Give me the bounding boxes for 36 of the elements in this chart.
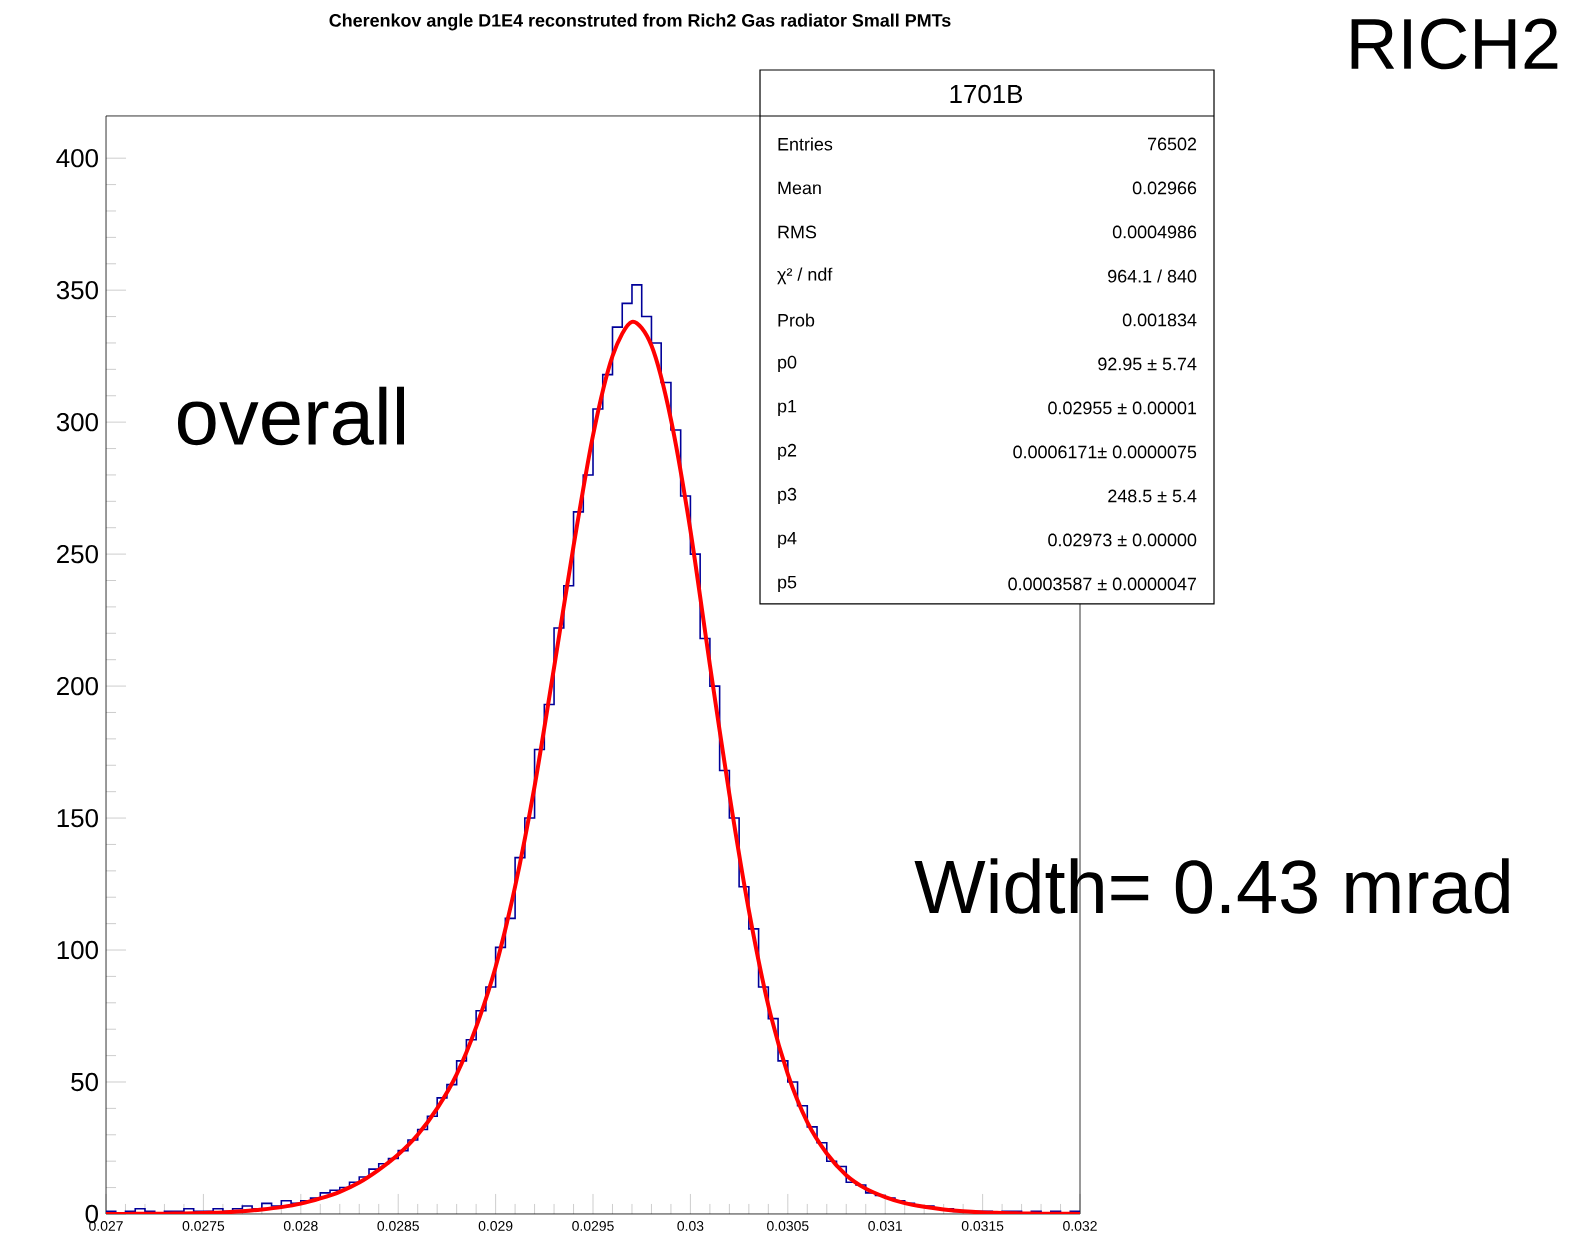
annotation: p0	[778, 355, 797, 373]
text: RICH2	[1351, 18, 1558, 70]
annotation: RMS	[778, 225, 817, 239]
text: 0.0004986	[1112, 225, 1197, 239]
annotation: 0.02955 ± 0.00001	[1048, 401, 1197, 415]
annotation: Width= 0.43 mrad	[914, 858, 1509, 914]
annotation: Prob	[778, 313, 815, 327]
y-tick-label: 350	[56, 280, 98, 300]
annotation: overall	[177, 386, 405, 446]
annotation: Mean	[778, 181, 821, 195]
y-tick-label: 300	[56, 412, 98, 432]
annotation: p4	[778, 531, 797, 548]
annotation: 0.02973 ± 0.00000	[1048, 533, 1197, 547]
annotation: p1	[778, 399, 797, 416]
annotation: 0.0006171± 0.0000075	[1013, 445, 1197, 459]
chart-title: Cherenkov angle D1E4 reconstruted from Rich2 Gas radiator Small PMTs	[329, 13, 951, 31]
annotation: p3	[778, 487, 797, 505]
annotation: 0.0003587 ± 0.0000047	[1008, 577, 1197, 591]
annotation: Entries	[778, 137, 833, 151]
text: 0.02966	[1132, 181, 1197, 195]
y-tick-label: 100	[57, 940, 98, 960]
text: 0.001834	[1122, 313, 1197, 327]
y-tick-label: 200	[57, 676, 98, 696]
annotation: χ² / ndf	[777, 267, 833, 285]
y-tick-label: 400	[56, 149, 98, 168]
text: 964.1 / 840	[1108, 269, 1197, 283]
annotation: p5	[778, 575, 797, 592]
text: 92.95 ± 5.74	[1098, 357, 1197, 371]
text: 248.5 ± 5.4	[1108, 489, 1197, 503]
y-tick-label: 50	[71, 1072, 98, 1092]
y-tick-label: 150	[57, 808, 98, 828]
text: 1701B	[950, 84, 1023, 104]
text: 76502	[1148, 137, 1197, 151]
y-tick-label: 0	[85, 1204, 98, 1224]
y-tick-label: 250	[57, 544, 98, 564]
annotation: p2	[778, 443, 797, 461]
